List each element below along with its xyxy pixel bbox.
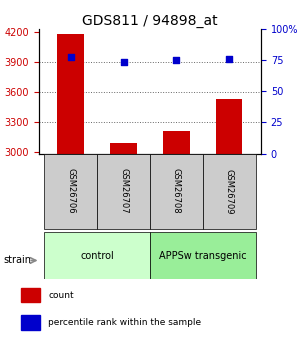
Text: strain: strain [3, 256, 31, 265]
Text: GSM26709: GSM26709 [225, 169, 234, 214]
Text: GSM26707: GSM26707 [119, 168, 128, 214]
Bar [150, 231, 256, 279]
Point [174, 58, 179, 63]
Bar [216, 99, 242, 154]
Title: GDS811 / 94898_at: GDS811 / 94898_at [82, 14, 218, 28]
Text: control: control [80, 250, 114, 260]
Bar [44, 231, 150, 279]
Bar [150, 154, 203, 229]
Point [68, 54, 73, 59]
Bar [58, 34, 84, 154]
Bar [97, 154, 150, 229]
Bar [163, 131, 190, 154]
Bar [203, 154, 256, 229]
Bar [20, 315, 40, 330]
Point [121, 59, 126, 65]
Text: percentile rank within the sample: percentile rank within the sample [48, 318, 201, 327]
Text: APPSw transgenic: APPSw transgenic [159, 250, 247, 260]
Text: GSM26706: GSM26706 [66, 168, 75, 214]
Bar [20, 288, 40, 302]
Text: GSM26708: GSM26708 [172, 168, 181, 214]
Point [227, 56, 232, 62]
Text: count: count [48, 291, 74, 300]
Bar [110, 142, 137, 154]
Bar [44, 154, 97, 229]
